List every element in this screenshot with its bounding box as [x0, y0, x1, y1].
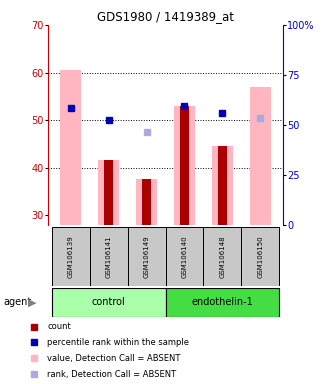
Text: value, Detection Call = ABSENT: value, Detection Call = ABSENT	[47, 354, 181, 363]
Bar	[60, 70, 81, 225]
Text: control: control	[92, 297, 125, 308]
Bar	[52, 288, 166, 317]
Text: GSM106148: GSM106148	[219, 235, 225, 278]
Text: GSM106149: GSM106149	[144, 235, 150, 278]
Bar	[166, 288, 279, 317]
Text: GSM106139: GSM106139	[68, 235, 74, 278]
Bar	[212, 146, 233, 225]
Bar	[217, 146, 227, 225]
Bar	[104, 161, 114, 225]
Text: endothelin-1: endothelin-1	[191, 297, 253, 308]
Bar	[98, 161, 119, 225]
Bar	[166, 227, 204, 286]
Bar	[90, 227, 127, 286]
Text: agent: agent	[3, 297, 31, 308]
Text: GSM106141: GSM106141	[106, 235, 112, 278]
Bar	[250, 87, 271, 225]
Text: count: count	[47, 322, 71, 331]
Text: percentile rank within the sample: percentile rank within the sample	[47, 338, 189, 347]
Bar	[142, 179, 151, 225]
Bar	[204, 227, 241, 286]
Bar	[127, 227, 166, 286]
Text: GSM106150: GSM106150	[257, 235, 263, 278]
Bar	[180, 106, 189, 225]
Bar	[174, 106, 195, 225]
Text: ▶: ▶	[28, 297, 37, 308]
Bar	[52, 227, 90, 286]
Text: rank, Detection Call = ABSENT: rank, Detection Call = ABSENT	[47, 370, 176, 379]
Bar	[241, 227, 279, 286]
Bar	[136, 179, 157, 225]
Text: GDS1980 / 1419389_at: GDS1980 / 1419389_at	[97, 10, 234, 23]
Text: GSM106140: GSM106140	[181, 235, 187, 278]
